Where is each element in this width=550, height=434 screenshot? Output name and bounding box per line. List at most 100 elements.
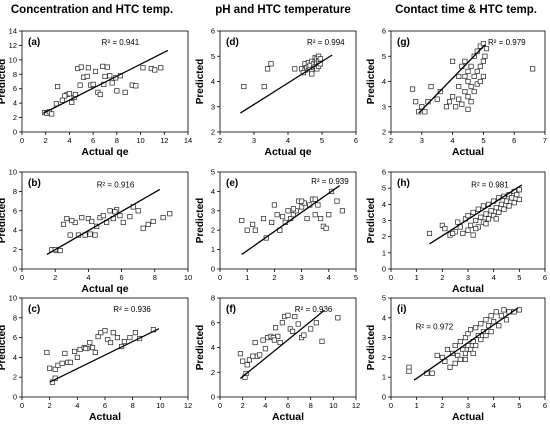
data-point: [62, 93, 68, 99]
data-point: [104, 64, 110, 70]
x-tick-label: 4: [492, 273, 496, 282]
data-point: [261, 83, 267, 90]
x-tick-label: 2: [218, 136, 222, 145]
x-tick-label: 0: [218, 273, 222, 282]
data-point: [485, 216, 492, 222]
data-point: [501, 206, 507, 212]
y-tick-label: 8: [13, 313, 17, 322]
data-point: [530, 66, 536, 72]
data-point: [488, 313, 494, 319]
y-tick-label: 2: [211, 368, 215, 377]
x-tick-label: 2: [44, 136, 48, 145]
data-point: [473, 226, 479, 232]
data-point: [272, 325, 279, 331]
data-point: [496, 323, 502, 329]
data-point: [309, 71, 315, 77]
data-point: [102, 328, 108, 334]
fit-line: [43, 49, 169, 114]
r-squared-label: R² = 0.939: [311, 177, 349, 186]
data-point: [455, 352, 461, 358]
data-point: [122, 89, 128, 95]
data-point: [471, 89, 477, 95]
fit-line: [239, 309, 325, 379]
data-point: [488, 329, 494, 335]
x-tick-label: 8: [115, 136, 119, 145]
data-point: [416, 109, 422, 115]
x-tick-label: 8: [153, 273, 157, 282]
panel-letter: (f): [226, 304, 236, 315]
x-tick-label: 12: [160, 136, 168, 145]
y-tick-label: 0: [13, 393, 17, 402]
panel-letter: (a): [28, 37, 40, 48]
data-point: [114, 335, 121, 341]
data-point: [279, 320, 285, 326]
data-point: [55, 83, 61, 90]
data-point: [74, 354, 80, 360]
y-tick-label: 2: [211, 128, 215, 137]
y-tick-label: 4: [13, 353, 17, 362]
data-point: [64, 216, 70, 222]
panel-letter: (i): [397, 304, 406, 315]
data-point: [140, 225, 146, 231]
x-tick-label: 6: [543, 273, 547, 282]
y-axis-label: Predicted: [366, 198, 377, 244]
data-point: [290, 206, 296, 212]
data-point: [460, 346, 466, 353]
y-tick-label: 6: [13, 84, 17, 93]
x-tick-label: 4: [263, 401, 267, 410]
data-point: [491, 213, 497, 219]
data-point: [465, 331, 471, 337]
panel-letter: (d): [226, 37, 239, 48]
data-point: [87, 231, 93, 237]
y-axis-label: Predicted: [366, 59, 377, 105]
data-point: [275, 333, 281, 339]
x-tick-label: 10: [329, 401, 337, 410]
data-point: [244, 362, 250, 368]
data-point: [475, 206, 481, 212]
data-point: [465, 78, 471, 85]
data-point: [269, 219, 275, 225]
data-point: [477, 78, 483, 85]
data-point: [516, 196, 522, 203]
y-tick-label: 2: [13, 373, 17, 382]
x-tick-label: 8: [309, 401, 313, 410]
data-point: [102, 73, 108, 80]
y-tick-label: 2: [211, 226, 215, 235]
data-point: [244, 227, 250, 233]
data-point: [468, 99, 474, 105]
data-point: [313, 320, 319, 326]
fit-line: [46, 188, 161, 256]
plot-frame: [21, 30, 189, 133]
y-tick-label: 3: [382, 102, 386, 111]
data-point: [92, 68, 99, 74]
y-tick-label: 1: [211, 245, 215, 254]
data-point: [299, 204, 305, 210]
data-point: [465, 106, 471, 112]
x-tick-label: 2: [53, 273, 57, 282]
data-point: [480, 73, 486, 80]
data-point: [456, 96, 462, 102]
data-point: [79, 215, 85, 221]
data-point: [252, 340, 258, 346]
data-point: [292, 66, 298, 72]
data-point: [285, 312, 291, 318]
data-point: [67, 359, 73, 365]
x-axis-label: Actual: [89, 411, 121, 423]
data-point: [114, 88, 120, 94]
y-axis-label: Predicted: [0, 325, 8, 371]
data-point: [274, 212, 280, 218]
x-tick-label: 6: [91, 136, 95, 145]
x-tick-label: 3: [300, 273, 304, 282]
r-squared-label: R² = 0.994: [307, 38, 345, 47]
data-point: [107, 208, 113, 214]
data-point: [295, 321, 301, 327]
x-axis-label: Actual qe: [81, 146, 128, 158]
data-point: [315, 202, 321, 208]
data-point: [59, 360, 65, 366]
scatter-panel-2: 2 3 4 5 6 2 3 4 5 6 Predicted Actual qe (d) R² = 0.99…: [195, 27, 358, 159]
fit-line: [240, 54, 333, 114]
x-tick-label: 10: [184, 273, 192, 282]
data-point: [268, 61, 274, 67]
data-point: [465, 68, 471, 74]
